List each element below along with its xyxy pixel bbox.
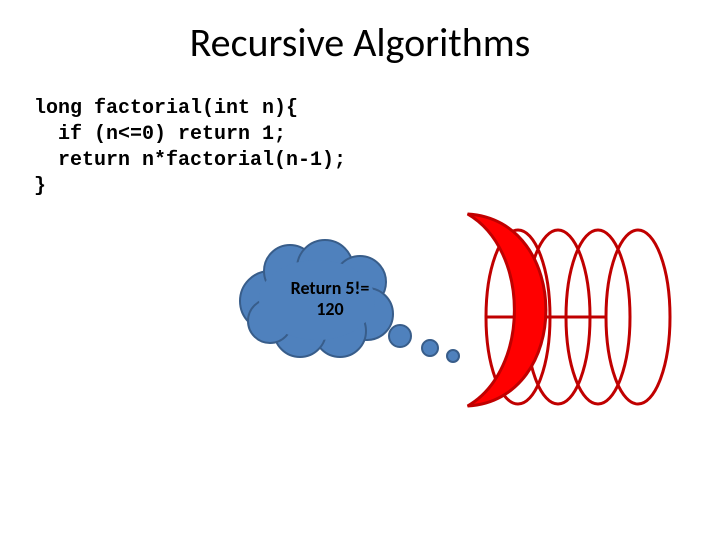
slide-title: Recursive Algorithms bbox=[0, 18, 720, 67]
cloud-line-2: 120 bbox=[316, 298, 343, 320]
cloud-line-1: Return 5!= bbox=[291, 277, 370, 299]
red-svg bbox=[446, 210, 566, 410]
cloud-text: Return 5!= 120 bbox=[270, 278, 390, 319]
red-crescent bbox=[446, 210, 566, 415]
code-line-3: return n*factorial(n-1); bbox=[34, 149, 346, 172]
code-line-4: } bbox=[34, 175, 46, 198]
code-line-2: if (n<=0) return 1; bbox=[34, 123, 286, 146]
code-block: long factorial(int n){ if (n<=0) return … bbox=[34, 96, 346, 200]
slide: Recursive Algorithms long factorial(int … bbox=[0, 0, 720, 540]
code-line-1: long factorial(int n){ bbox=[34, 97, 298, 120]
